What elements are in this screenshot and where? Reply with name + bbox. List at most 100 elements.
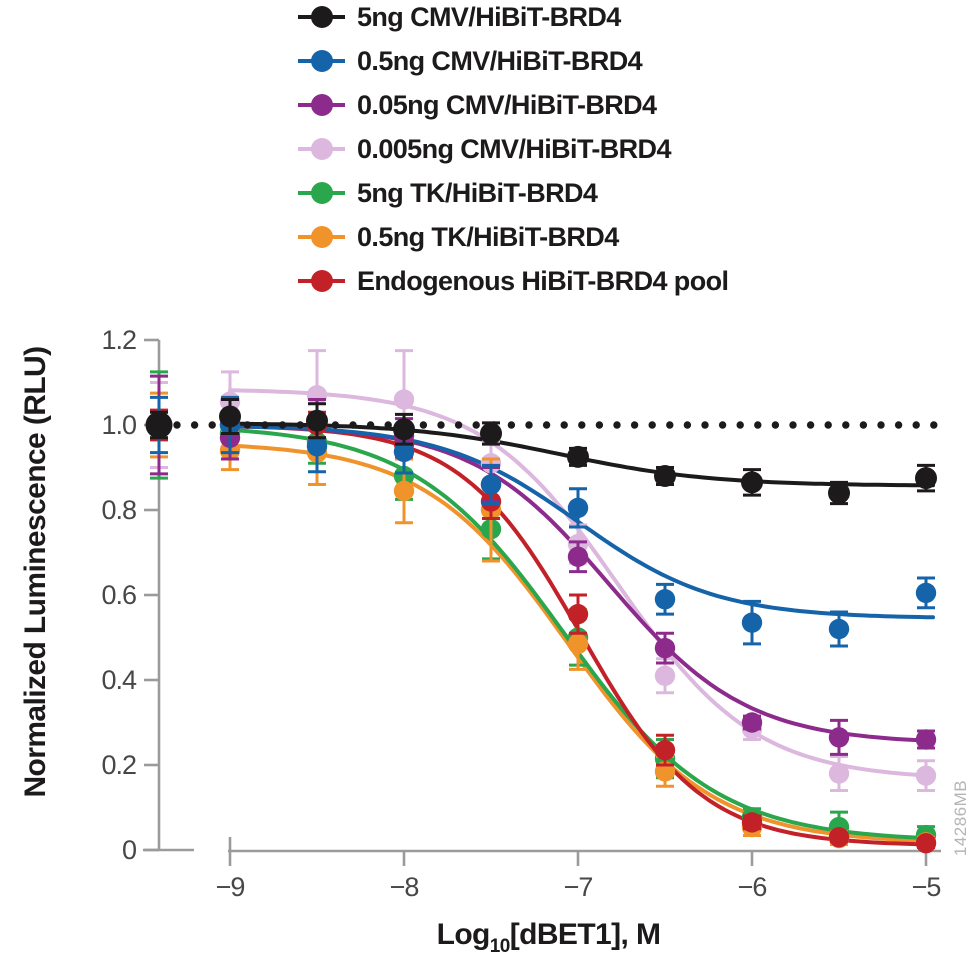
data-marker <box>567 603 589 625</box>
data-marker <box>741 471 763 494</box>
data-marker <box>219 405 241 428</box>
y-axis-title: Normalized Luminescence (RLU) <box>19 346 52 798</box>
data-marker <box>741 712 763 733</box>
data-marker <box>480 474 502 495</box>
reference-dot <box>630 421 639 429</box>
reference-dot <box>278 421 287 429</box>
reference-dot <box>454 421 463 429</box>
data-marker <box>393 418 415 441</box>
data-marker <box>915 765 937 786</box>
reference-dot <box>331 421 340 429</box>
data-marker <box>654 465 676 487</box>
series-dot-icon <box>310 138 333 160</box>
data-marker <box>393 389 415 410</box>
reference-dot <box>736 421 744 429</box>
data-marker <box>915 467 937 490</box>
data-marker <box>741 812 763 833</box>
reference-dot <box>701 421 709 429</box>
data-marker <box>567 546 589 567</box>
reference-dot <box>666 421 674 429</box>
reference-dot <box>472 421 480 429</box>
y-tick-label: 0.8 <box>101 495 136 525</box>
data-marker <box>567 445 589 468</box>
data-marker <box>828 763 850 784</box>
data-marker <box>828 618 850 640</box>
series-marker-icon <box>298 94 345 116</box>
reference-dot <box>789 421 797 429</box>
x-tick-label: −7 <box>564 872 593 902</box>
series-marker-icon <box>298 50 345 72</box>
reference-dot <box>243 421 252 429</box>
data-marker <box>915 729 937 750</box>
reference-dot <box>542 421 551 429</box>
axes: 0 0.2 0.4 0.6 0.8 1.0 1.2 −9 −8 −7 −6 −5 <box>101 325 941 902</box>
reference-dot <box>437 421 445 429</box>
reference-dot <box>912 421 920 429</box>
data-marker <box>654 739 676 761</box>
legend-item: 5ng CMV/HiBiT-BRD4 <box>298 0 728 39</box>
series-marker-icon <box>298 6 345 28</box>
series-marker-icon <box>298 270 345 292</box>
reference-dot <box>842 421 850 429</box>
series-dot-icon <box>310 50 333 72</box>
reference-dot <box>824 421 832 429</box>
x-axis-title-prefix: Log <box>436 918 491 951</box>
reference-dot <box>595 421 604 429</box>
legend-item-label: 0.005ng CMV/HiBiT-BRD4 <box>357 133 671 164</box>
reference-dot <box>261 421 269 429</box>
legend-item-label: 0.5ng CMV/HiBiT-BRD4 <box>357 45 643 76</box>
data-marker <box>306 436 328 457</box>
reference-dot <box>718 421 727 429</box>
legend-item: 0.5ng CMV/HiBiT-BRD4 <box>298 39 728 83</box>
data-marker <box>567 497 589 519</box>
reference-dot <box>894 421 903 429</box>
data-marker <box>915 833 937 854</box>
y-tick-label: 0.6 <box>101 580 136 610</box>
y-tick-label: 0.2 <box>101 750 136 780</box>
reference-dot <box>930 421 938 429</box>
series-dot-icon <box>310 270 333 292</box>
fit-curve <box>228 388 935 778</box>
data-marker <box>828 482 850 504</box>
series-dot-icon <box>310 226 333 248</box>
data-marker <box>306 409 328 432</box>
data-marker <box>654 637 676 659</box>
reference-dot <box>859 421 868 429</box>
reference-dot <box>613 421 621 429</box>
x-axis-title-subscript: 10 <box>489 936 511 957</box>
series-dot-icon <box>310 182 333 204</box>
series-marker-icon <box>298 138 345 160</box>
data-marker <box>480 422 502 445</box>
x-axis-title-suffix: [dBET1], M <box>509 918 661 951</box>
legend-item-label: Endogenous HiBiT-BRD4 pool <box>357 265 729 296</box>
legend-item: 5ng TK/HiBiT-BRD4 <box>298 171 728 215</box>
data-marker <box>654 589 676 610</box>
series-marker-icon <box>298 182 345 204</box>
x-axis-title: Log10[dBET1], M <box>120 918 977 957</box>
reference-dot <box>296 421 304 429</box>
legend-item: Endogenous HiBiT-BRD4 pool <box>298 259 729 303</box>
reference-dot <box>806 421 815 429</box>
reference-dot <box>384 421 392 429</box>
series-6 <box>150 408 937 854</box>
watermark: 14286MB <box>951 779 970 857</box>
legend: 5ng CMV/HiBiT-BRD4 0.5ng CMV/HiBiT-BRD4 0.… <box>298 0 729 303</box>
legend-item: 0.05ng CMV/HiBiT-BRD4 <box>298 83 728 127</box>
reference-dot <box>525 421 533 429</box>
reference-dot <box>190 421 199 429</box>
control-marker <box>145 411 173 439</box>
data-marker <box>915 582 937 604</box>
x-tick-label: −5 <box>912 872 941 902</box>
reference-dot <box>366 421 375 429</box>
fit-curve <box>228 424 935 743</box>
legend-item-label: 5ng TK/HiBiT-BRD4 <box>357 177 598 208</box>
legend-item-label: 0.05ng CMV/HiBiT-BRD4 <box>357 89 657 120</box>
reference-dot <box>208 421 216 429</box>
reference-dot <box>771 421 780 429</box>
data-marker <box>828 827 850 848</box>
data-marker <box>654 665 676 686</box>
reference-dot <box>173 421 181 429</box>
reference-dot <box>877 421 885 429</box>
fit-curve <box>228 443 935 844</box>
